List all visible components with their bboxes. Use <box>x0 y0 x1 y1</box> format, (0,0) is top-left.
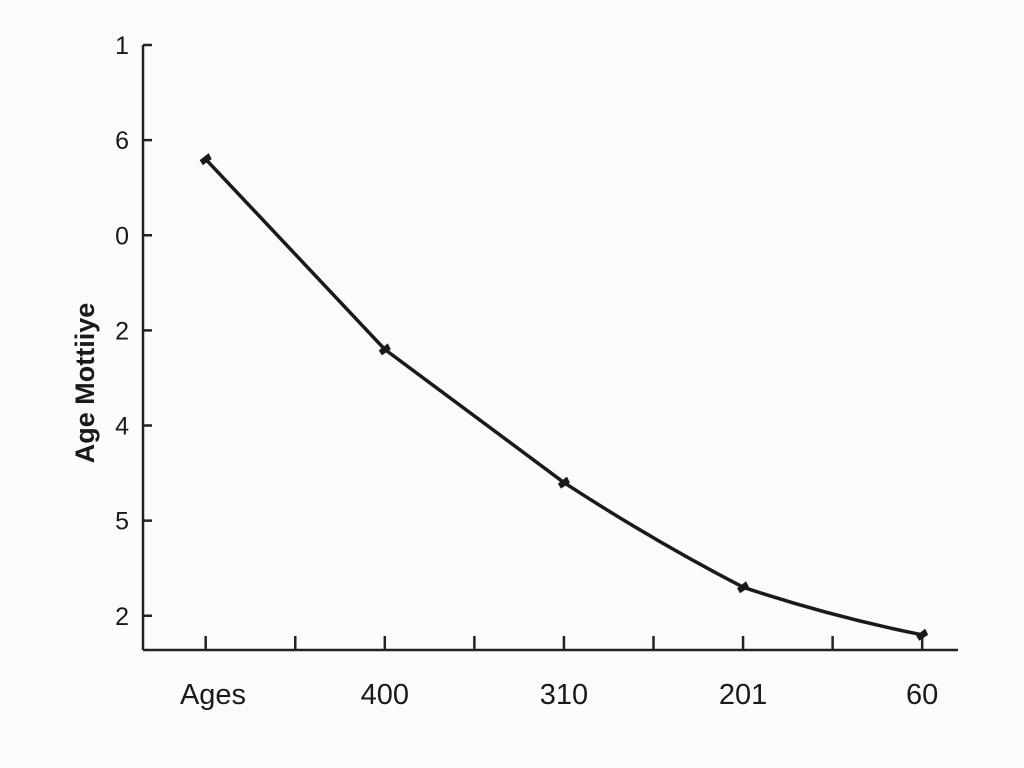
x-tick-label: 60 <box>906 679 938 711</box>
y-tick-label: 1 <box>115 32 129 60</box>
data-point-marker <box>199 153 212 166</box>
x-tick-label: 201 <box>719 679 767 711</box>
x-tick-label: 400 <box>361 679 409 711</box>
y-tick-label: 0 <box>115 222 129 250</box>
series-line <box>203 157 924 637</box>
y-tick-label: 5 <box>115 508 129 536</box>
data-point-marker <box>737 581 750 594</box>
data-point-marker <box>557 476 570 489</box>
series <box>199 153 929 641</box>
y-tick-label: 6 <box>115 127 129 155</box>
x-axis-label: Ages <box>180 679 246 711</box>
x-tick-label: 310 <box>540 679 588 711</box>
axes <box>141 45 958 652</box>
y-tick-label: 2 <box>115 317 129 345</box>
y-tick-label: 2 <box>115 603 129 631</box>
y-axis-label: Age Mottiiye <box>70 303 100 464</box>
data-point-marker <box>916 628 929 641</box>
y-tick-label: 4 <box>115 413 129 441</box>
data-point-marker <box>378 343 391 356</box>
